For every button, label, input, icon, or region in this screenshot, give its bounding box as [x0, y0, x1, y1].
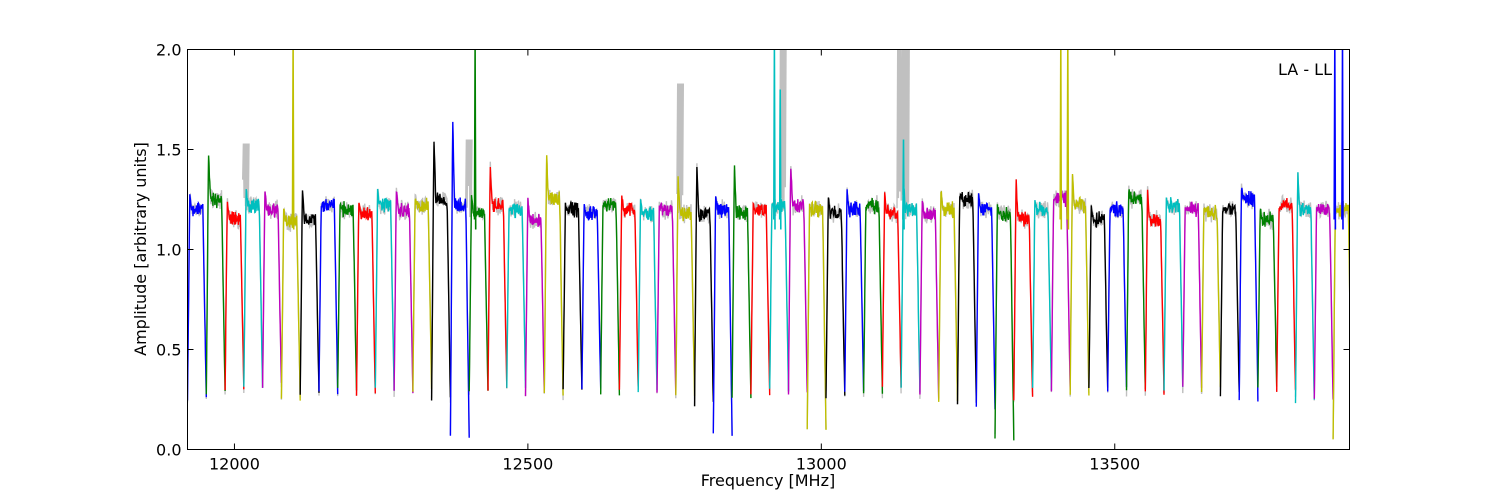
channel-spike [1333, 49, 1337, 230]
background-series-segment [430, 145, 452, 403]
channel-series-5 [261, 191, 283, 388]
panel-annotation: LA - LL [1278, 60, 1332, 79]
channel-spike [291, 49, 295, 230]
channel-series-40 [919, 200, 940, 399]
background-spike [465, 139, 473, 218]
x-tick-label: 13500 [1089, 455, 1140, 474]
background-spike [902, 49, 910, 220]
channel-series-44 [994, 204, 1015, 441]
channel-spike [473, 49, 477, 230]
channel-series-25 [637, 199, 658, 393]
channel-series-36 [844, 189, 865, 392]
channel-series-45 [1013, 179, 1034, 401]
plot-frame [187, 49, 1350, 450]
channel-series-48 [1069, 173, 1090, 396]
channel-series-42 [956, 191, 977, 405]
channel-series-14 [430, 141, 452, 401]
channel-series-22 [581, 203, 602, 390]
channel-series-2 [205, 155, 226, 395]
channel-series-19 [524, 197, 545, 397]
channel-series-28 [693, 166, 714, 407]
channel-spike [1059, 49, 1063, 230]
y-tick-label: 0.0 [156, 441, 181, 460]
channel-series-38 [881, 192, 902, 388]
channel-series-54 [1182, 201, 1203, 388]
y-tick-label: 2.0 [156, 41, 181, 60]
background-series-segment [731, 169, 752, 396]
x-axis-title: Frequency [MHz] [701, 471, 835, 490]
channel-series-41 [938, 190, 959, 402]
channel-spike [778, 89, 782, 230]
y-axis-title: Amplitude [arbitrary units] [131, 142, 150, 356]
channel-series-8 [318, 198, 339, 395]
channel-series-12 [393, 191, 414, 394]
channel-series-10 [355, 202, 376, 396]
channel-series-37 [862, 197, 884, 394]
channel-series-4 [243, 188, 264, 388]
channel-series-32 [769, 198, 790, 392]
channel-spike [902, 139, 905, 230]
channel-series-24 [618, 195, 639, 390]
background-series-segment [1013, 179, 1034, 403]
y-tick-label: 0.5 [156, 341, 181, 360]
channel-series-31 [750, 201, 771, 396]
channel-series-58 [1257, 208, 1278, 388]
background-series-segment [693, 163, 714, 407]
channel-series-29 [712, 196, 733, 436]
channel-series-50 [1107, 201, 1128, 392]
channel-series-13 [412, 197, 433, 392]
channel-series-17 [487, 166, 508, 391]
background-series-segment [543, 157, 564, 401]
channel-series-9 [337, 201, 358, 391]
channel-series-57 [1238, 187, 1259, 402]
channel-series-43 [975, 193, 996, 410]
channel-series-56 [1219, 203, 1240, 397]
channel-series-20 [543, 155, 564, 396]
background-spike [242, 143, 250, 211]
channel-series-15 [449, 121, 470, 438]
axes: 12000 12500 13000 13500 0.0 0.5 1.0 1.5 2.0 [156, 41, 1350, 474]
y-tick-label: 1.5 [156, 141, 181, 160]
x-tick-label: 13000 [796, 455, 847, 474]
channel-series-53 [1163, 197, 1184, 391]
channel-series-60 [1294, 172, 1315, 404]
channel-series-23 [600, 197, 621, 396]
background-spike [896, 49, 905, 209]
x-tick-label: 12000 [209, 455, 260, 474]
channel-series-49 [1088, 205, 1109, 389]
channel-series-33 [787, 168, 808, 395]
plot-area [187, 49, 1350, 441]
channel-series-21 [562, 201, 583, 390]
background-series-segment [1294, 172, 1315, 398]
channel-series-61 [1313, 203, 1334, 400]
x-tick-label: 12500 [502, 455, 553, 474]
channel-series-18 [506, 203, 527, 388]
channel-series-26 [656, 202, 677, 395]
channel-series-62 [1332, 200, 1350, 440]
channel-series-6 [280, 208, 301, 401]
channel-series-1 [187, 194, 207, 401]
channel-series-35 [825, 197, 846, 399]
channel-spike [1066, 49, 1070, 230]
channel-spike [773, 49, 776, 230]
y-tick-label: 1.0 [156, 241, 181, 260]
channel-series-46 [1031, 199, 1053, 391]
channel-series-51 [1125, 189, 1146, 391]
channel-series-27 [675, 176, 696, 397]
channel-series-59 [1276, 197, 1297, 392]
channel-series-30 [731, 165, 752, 399]
channel-series-3 [224, 201, 245, 391]
channel-series-34 [806, 200, 827, 430]
channel-spike [1341, 49, 1344, 230]
channel-series-11 [374, 188, 395, 391]
channel-series-52 [1144, 189, 1165, 395]
channel-series-16 [468, 195, 489, 392]
background-spike [676, 83, 684, 220]
channel-series-7 [299, 190, 320, 395]
channel-series-55 [1200, 204, 1222, 393]
